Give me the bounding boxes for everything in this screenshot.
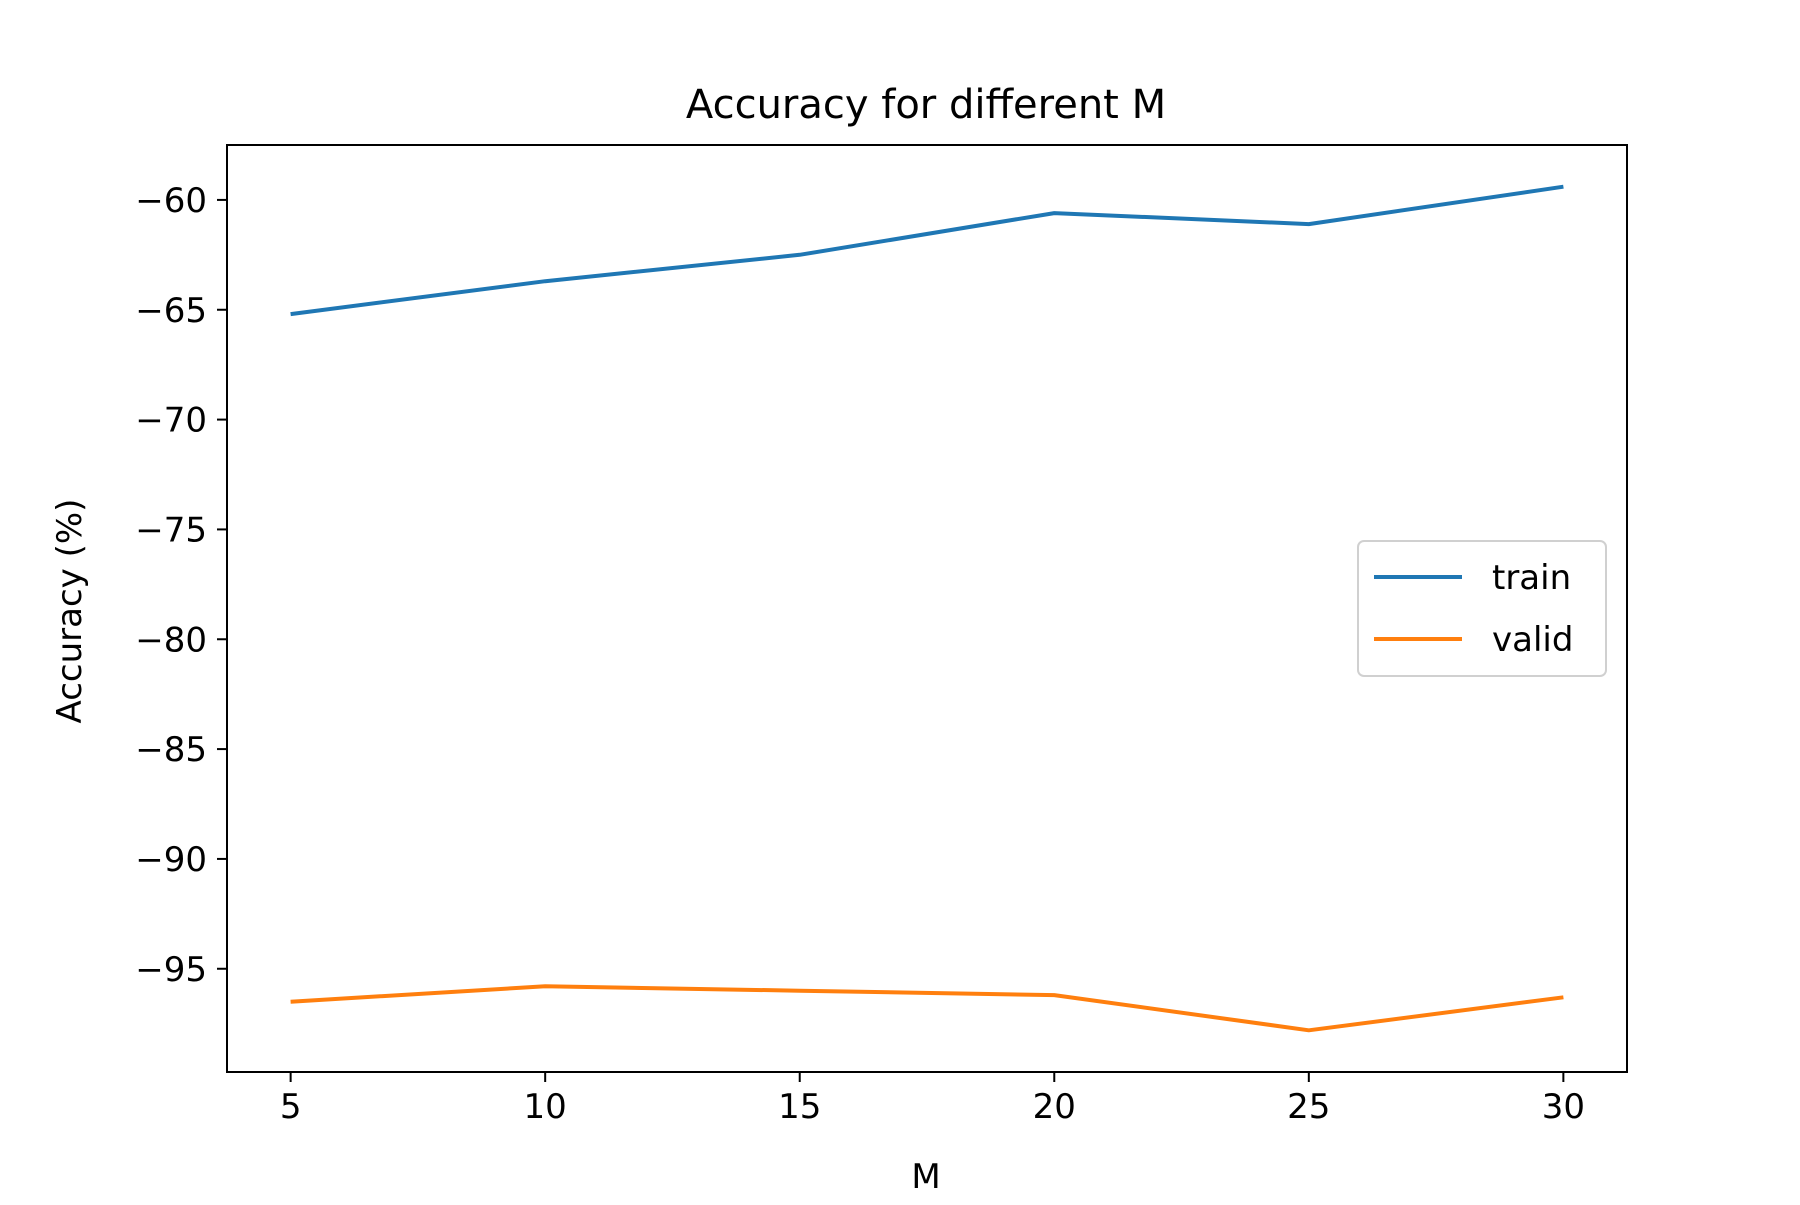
legend-label-valid: valid xyxy=(1492,620,1573,660)
plot-frame xyxy=(226,144,1628,1073)
x-tick-label-30: 30 xyxy=(1542,1087,1585,1127)
x-tick-label-20: 20 xyxy=(1033,1087,1076,1127)
y-tick-label--60: −60 xyxy=(135,181,207,221)
series-line-train xyxy=(290,184,1564,317)
y-tick-label--75: −75 xyxy=(135,510,207,550)
x-tick-label-25: 25 xyxy=(1287,1087,1330,1127)
plot-area: 5 10 15 20 25 30 −95 −90 −85 −80 −75 −70 −65 −60 train… xyxy=(135,144,1628,1127)
x-tick-label-15: 15 xyxy=(778,1087,821,1127)
x-tick-label-10: 10 xyxy=(524,1087,567,1127)
x-tick-label-5: 5 xyxy=(280,1087,302,1127)
legend-box xyxy=(1357,540,1607,677)
y-tick-label--85: −85 xyxy=(135,730,207,770)
y-tick-label--90: −90 xyxy=(135,840,207,880)
chart-title: Accuracy for different M xyxy=(686,82,1166,128)
y-axis-label: Accuracy (%) xyxy=(50,499,90,724)
y-tick-label--70: −70 xyxy=(135,401,207,441)
series-line-valid xyxy=(290,984,1564,1033)
x-axis-label: M xyxy=(911,1157,940,1197)
y-tick-label--80: −80 xyxy=(135,620,207,660)
y-tick-label--65: −65 xyxy=(135,291,207,331)
y-tick-label--95: −95 xyxy=(135,950,207,990)
legend-label-train: train xyxy=(1492,558,1571,598)
